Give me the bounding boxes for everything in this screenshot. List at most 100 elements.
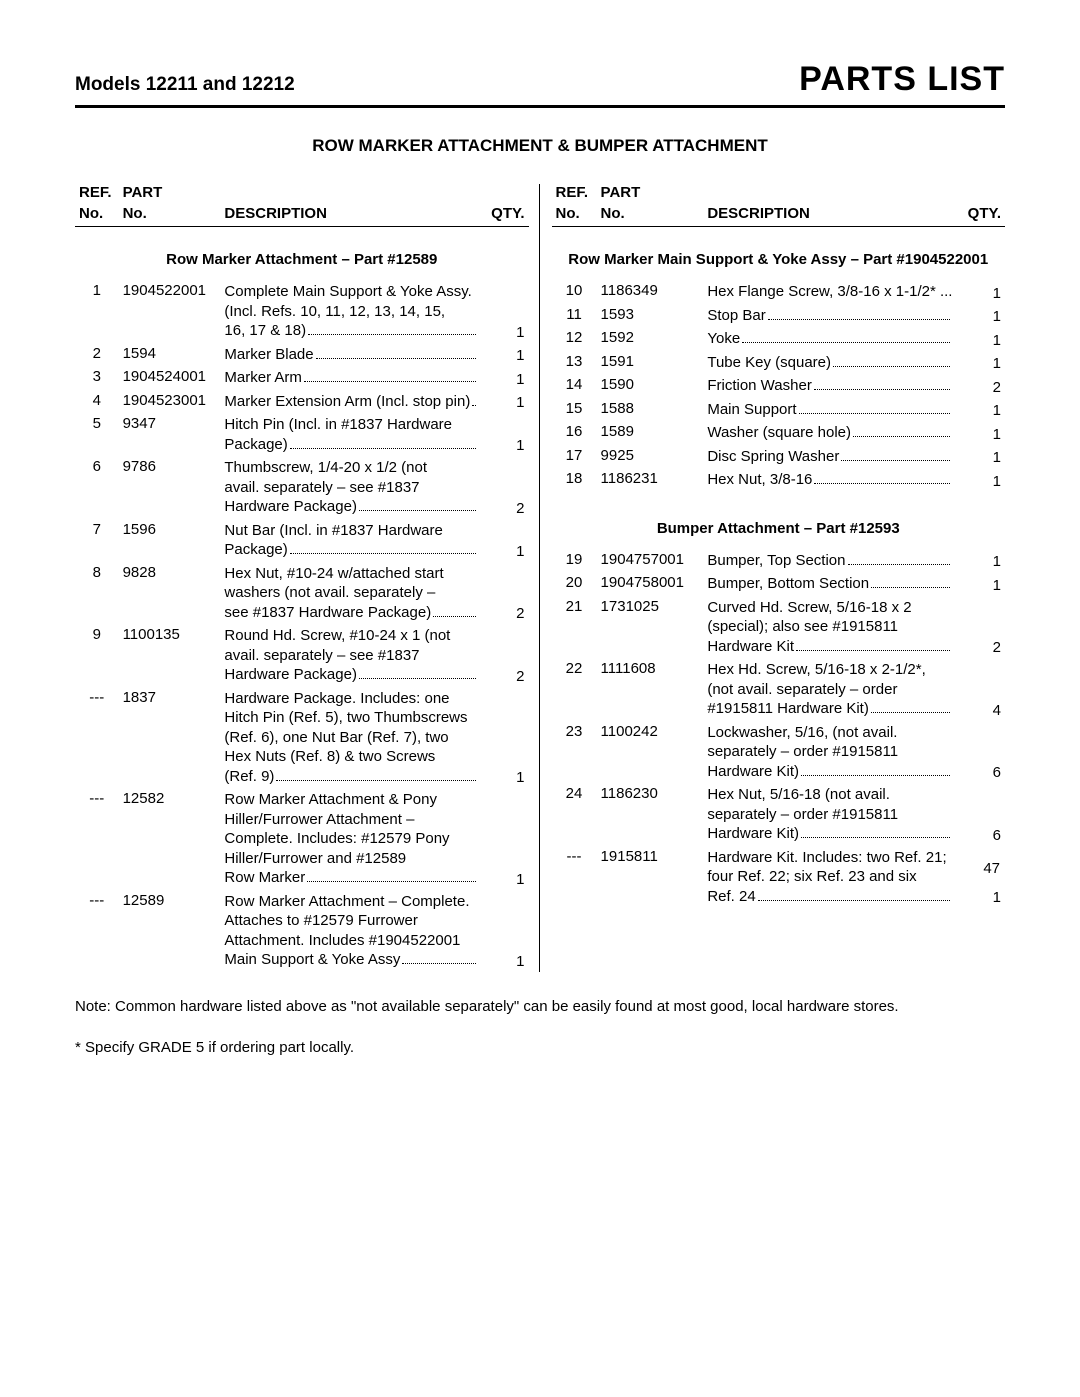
table-row: 211731025Curved Hd. Screw, 5/16-18 x 2(s… <box>552 596 1006 659</box>
ref-no: 24 <box>552 783 597 846</box>
qty: 2 <box>482 562 528 625</box>
part-no: 9786 <box>119 456 221 519</box>
col-part-2: No. <box>119 205 221 227</box>
part-no: 1186349 <box>597 280 704 304</box>
table-row: ---1915811Hardware Kit. Includes: two Re… <box>552 846 1006 909</box>
qty: 1 <box>482 366 528 390</box>
part-no: 1592 <box>597 327 704 351</box>
ref-no: 11 <box>552 304 597 328</box>
ref-no: 13 <box>552 351 597 375</box>
table-row: 101186349Hex Flange Screw, 3/8-16 x 1-1/… <box>552 280 1006 304</box>
right-column: REF. PART No. No. DESCRIPTION QTY. Row M… <box>542 184 1006 972</box>
description: Stop Bar <box>703 304 956 328</box>
qty: 1 <box>956 549 1005 573</box>
part-no: 1186231 <box>597 468 704 492</box>
qty: 1 <box>956 421 1005 445</box>
table-row: 181186231Hex Nut, 3/8-161 <box>552 468 1006 492</box>
table-row: 121592Yoke1 <box>552 327 1006 351</box>
table-row: 141590Friction Washer2 <box>552 374 1006 398</box>
ref-no: 7 <box>75 519 119 562</box>
table-row: 21594Marker Blade1 <box>75 343 529 367</box>
left-column: REF. PART No. No. DESCRIPTION QTY. Row M… <box>75 184 540 972</box>
col-ref-1: REF. <box>75 184 119 205</box>
part-no: 1904523001 <box>119 390 221 414</box>
page-header: Models 12211 and 12212 PARTS LIST <box>75 60 1005 108</box>
ref-no: 6 <box>75 456 119 519</box>
description: Washer (square hole) <box>703 421 956 445</box>
description: Hex Hd. Screw, 5/16-18 x 2-1/2*,(not ava… <box>703 658 956 721</box>
part-no: 1596 <box>119 519 221 562</box>
ref-no: 14 <box>552 374 597 398</box>
table-row: 131591Tube Key (square)1 <box>552 351 1006 375</box>
part-no: 1915811 <box>597 846 704 909</box>
description: Nut Bar (Incl. in #1837 HardwarePackage) <box>220 519 482 562</box>
col-qty: QTY. <box>956 205 1005 227</box>
qty: 1 <box>956 398 1005 422</box>
qty: 2 <box>482 456 528 519</box>
table-row: ---12589Row Marker Attachment – Complete… <box>75 890 529 972</box>
part-no: 12582 <box>119 788 221 890</box>
col-ref-2: No. <box>552 205 597 227</box>
description: Row Marker Attachment & PonyHiller/Furro… <box>220 788 482 890</box>
col-qty-blank <box>482 184 528 205</box>
qty: 1 <box>482 687 528 789</box>
part-no: 1589 <box>597 421 704 445</box>
table-head: REF. PART No. No. DESCRIPTION QTY. <box>552 184 1006 227</box>
part-no: 1111608 <box>597 658 704 721</box>
qty: 1 <box>956 445 1005 469</box>
section-subtitle: Row Marker Main Support & Yoke Assy – Pa… <box>552 227 1006 281</box>
table-head: REF. PART No. No. DESCRIPTION QTY. <box>75 184 529 227</box>
qty: 1 <box>482 280 528 343</box>
part-no: 1588 <box>597 398 704 422</box>
description: Lockwasher, 5/16, (not avail.separately … <box>703 721 956 784</box>
ref-no: 12 <box>552 327 597 351</box>
description: Hex Nut, #10-24 w/attached startwashers … <box>220 562 482 625</box>
col-desc-blank <box>703 184 956 205</box>
part-no: 1904522001 <box>119 280 221 343</box>
description: Friction Washer <box>703 374 956 398</box>
qty: 1 <box>956 327 1005 351</box>
ref-no: 17 <box>552 445 597 469</box>
part-no: 1594 <box>119 343 221 367</box>
col-qty-blank <box>956 184 1005 205</box>
part-no: 9347 <box>119 413 221 456</box>
part-no: 9925 <box>597 445 704 469</box>
ref-no: 10 <box>552 280 597 304</box>
ref-no: --- <box>75 687 119 789</box>
ref-no: 4 <box>75 390 119 414</box>
table-row: 151588Main Support1 <box>552 398 1006 422</box>
col-desc: DESCRIPTION <box>220 205 482 227</box>
qty: 1 <box>956 304 1005 328</box>
description: Hardware Package. Includes: oneHitch Pin… <box>220 687 482 789</box>
description: Round Hd. Screw, #10-24 x 1 (notavail. s… <box>220 624 482 687</box>
ref-no: 18 <box>552 468 597 492</box>
table-row: ---12582Row Marker Attachment & PonyHill… <box>75 788 529 890</box>
table-row: ---1837Hardware Package. Includes: oneHi… <box>75 687 529 789</box>
part-no: 1591 <box>597 351 704 375</box>
description: Row Marker Attachment – Complete.Attache… <box>220 890 482 972</box>
qty: 4 <box>956 658 1005 721</box>
qty: 1 <box>482 890 528 972</box>
table-row: 59347Hitch Pin (Incl. in #1837 HardwareP… <box>75 413 529 456</box>
qty: 1 <box>482 788 528 890</box>
ref-no: 2 <box>75 343 119 367</box>
table-row: 231100242Lockwasher, 5/16, (not avail.se… <box>552 721 1006 784</box>
part-no: 1904524001 <box>119 366 221 390</box>
ref-no: 1 <box>75 280 119 343</box>
part-no: 9828 <box>119 562 221 625</box>
part-no: 1100135 <box>119 624 221 687</box>
table-row: 191904757001Bumper, Top Section1 <box>552 549 1006 573</box>
qty: 6 <box>956 783 1005 846</box>
description: Complete Main Support & Yoke Assy.(Incl.… <box>220 280 482 343</box>
table-row: 161589Washer (square hole)1 <box>552 421 1006 445</box>
qty: 6 <box>956 721 1005 784</box>
table-row: 11904522001Complete Main Support & Yoke … <box>75 280 529 343</box>
parts-columns: REF. PART No. No. DESCRIPTION QTY. Row M… <box>75 184 1005 972</box>
section-title: ROW MARKER ATTACHMENT & BUMPER ATTACHMEN… <box>75 136 1005 156</box>
ref-no: 3 <box>75 366 119 390</box>
description: Curved Hd. Screw, 5/16-18 x 2(special); … <box>703 596 956 659</box>
ref-no: 21 <box>552 596 597 659</box>
description: Hardware Kit. Includes: two Ref. 21;four… <box>703 846 956 909</box>
qty: 2 <box>956 374 1005 398</box>
ref-no: 22 <box>552 658 597 721</box>
